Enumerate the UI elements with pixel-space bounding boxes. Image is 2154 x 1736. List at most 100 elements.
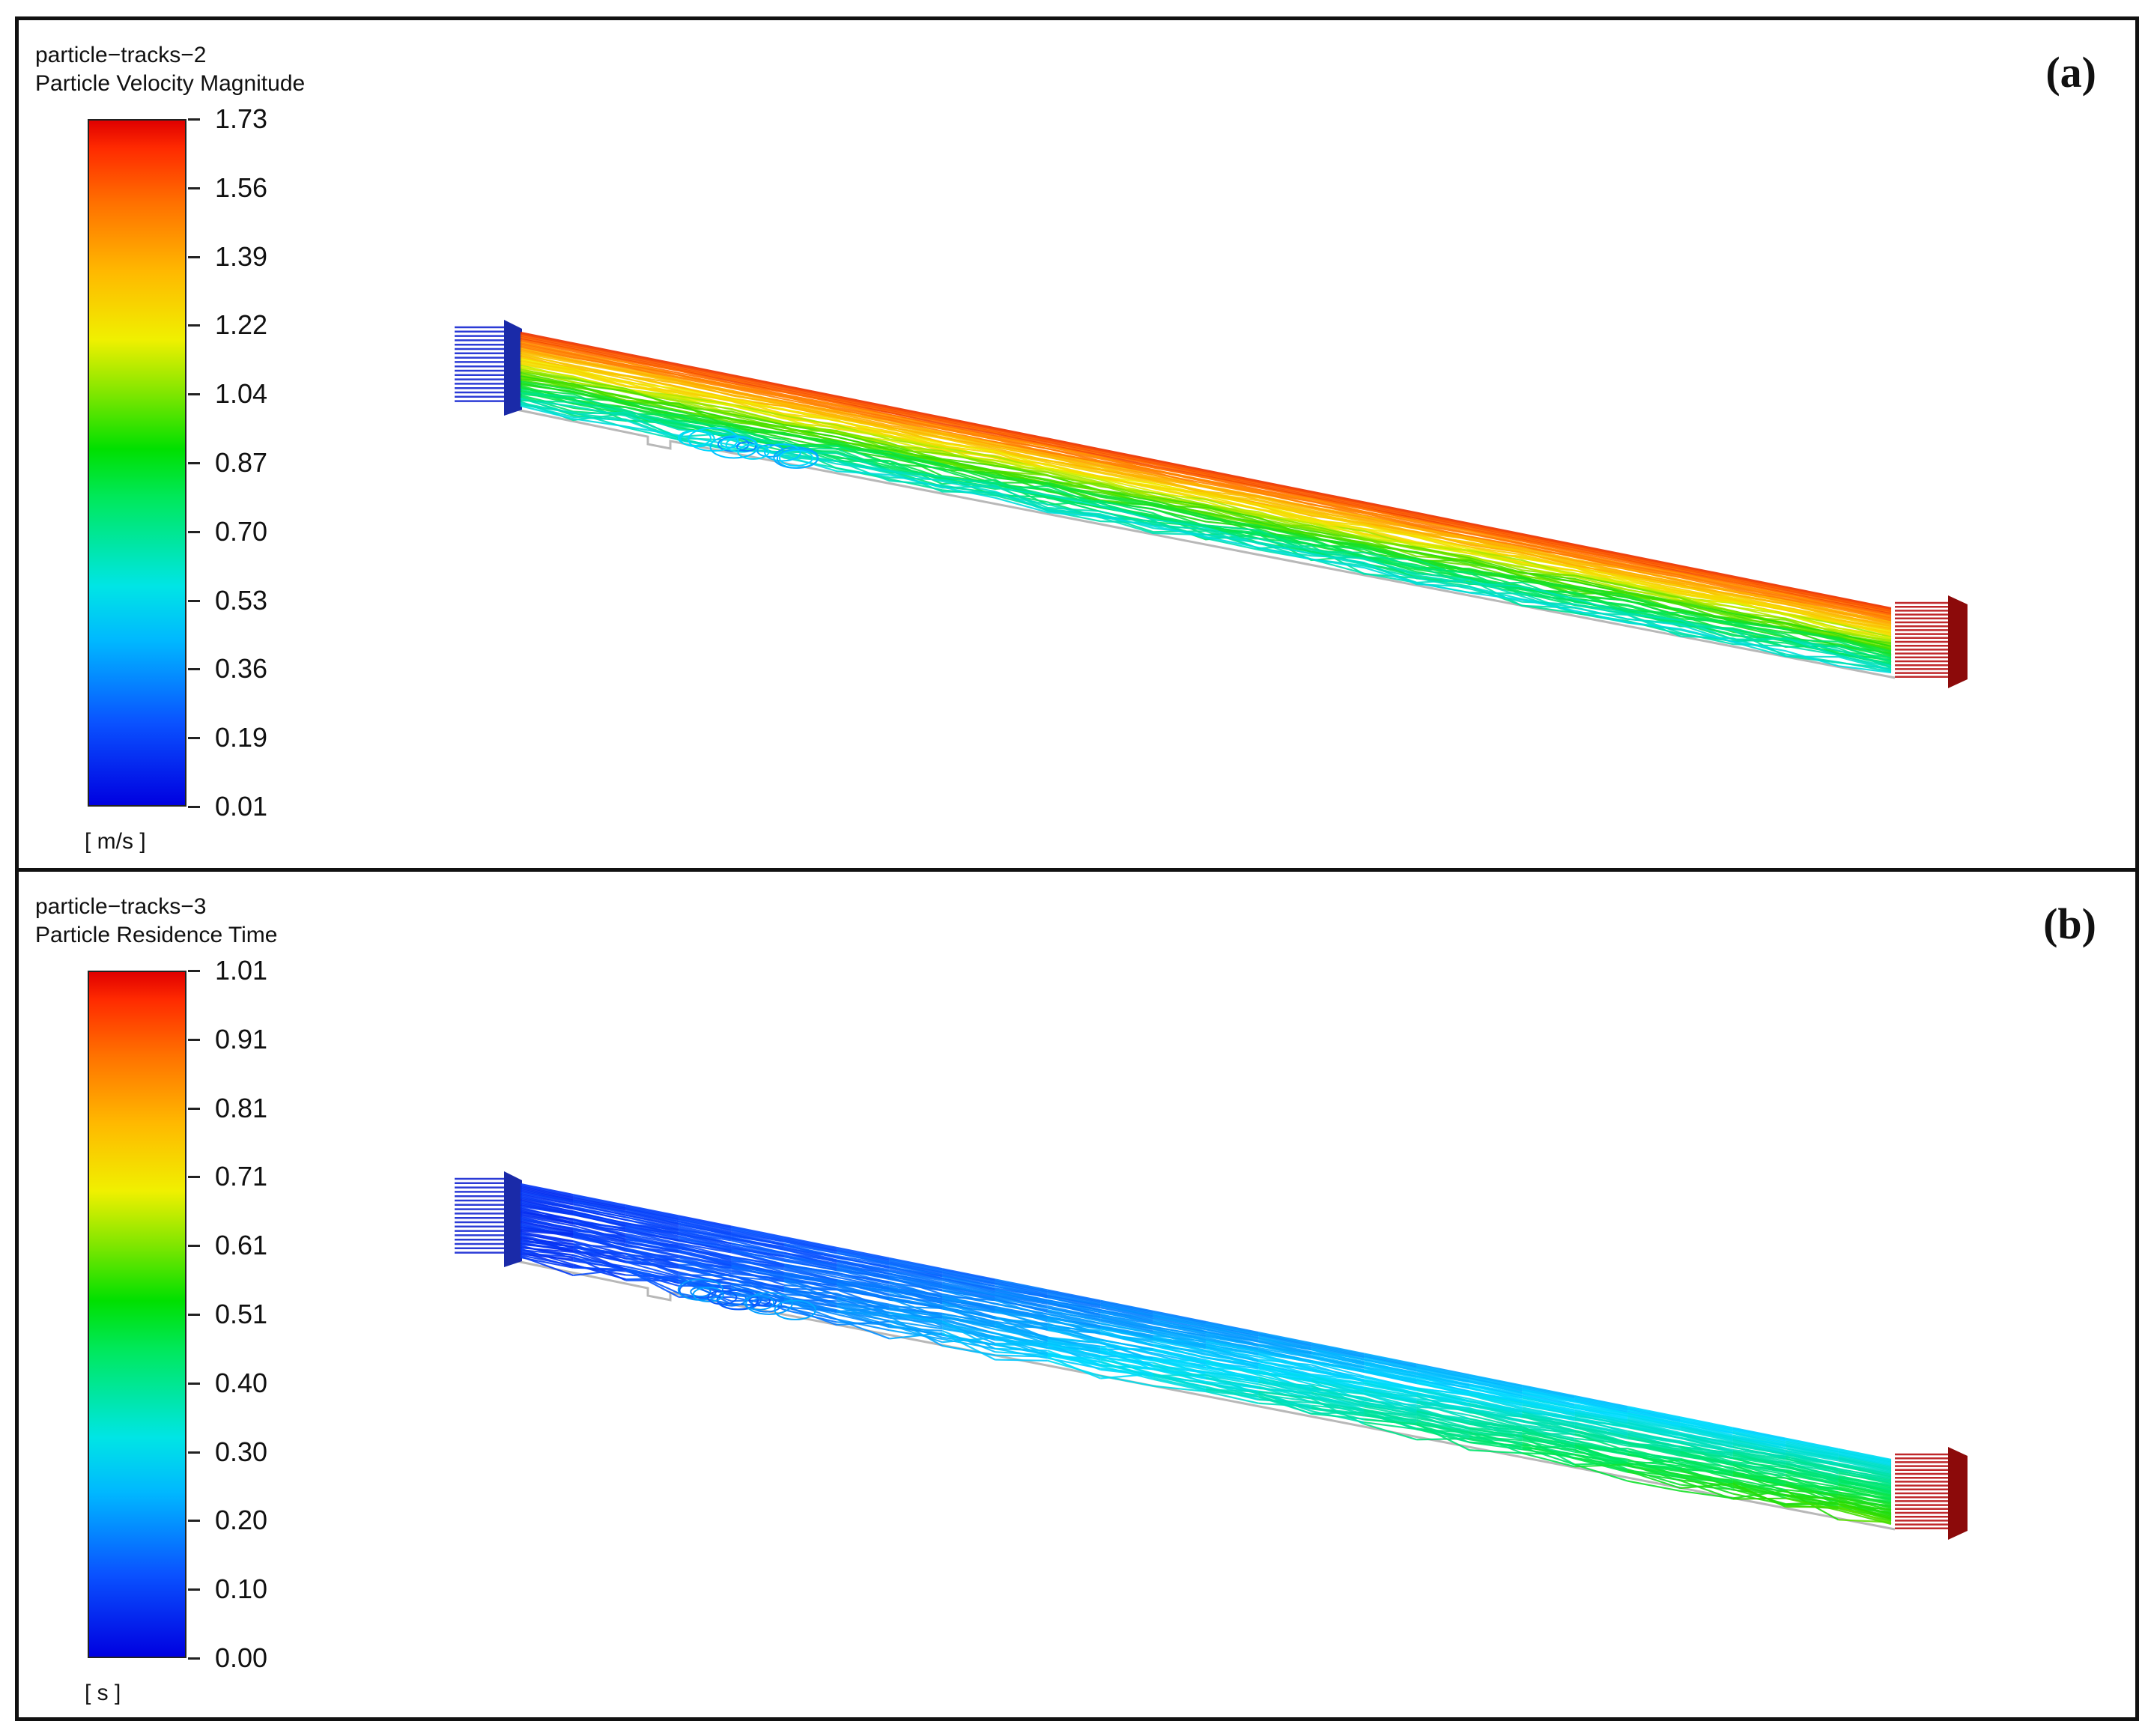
particle-track <box>1258 1345 1311 1358</box>
particle-track <box>678 1250 732 1265</box>
particle-track <box>1785 1471 1839 1484</box>
particle-track <box>1786 1473 1839 1486</box>
particle-track <box>1838 1448 1892 1462</box>
particle-track <box>1574 1457 1628 1472</box>
particle-track <box>1258 1335 1311 1349</box>
particle-track <box>941 1312 995 1325</box>
particle-track <box>625 1227 679 1239</box>
particle-track <box>1574 1403 1628 1415</box>
particle-track <box>1205 1343 1259 1356</box>
particle-track <box>1574 1448 1628 1470</box>
colorbar-tick-mark <box>188 393 200 396</box>
particle-track <box>941 1273 995 1285</box>
particle-track <box>889 1294 943 1304</box>
recirculation-track <box>756 443 784 458</box>
particle-track <box>1574 1444 1628 1454</box>
particle-track <box>889 1314 943 1329</box>
particle-track <box>1416 1394 1470 1406</box>
particle-track <box>1838 1451 1892 1465</box>
particle-track <box>1838 1456 1892 1469</box>
particle-track <box>1838 1460 1892 1473</box>
particle-track <box>678 1236 732 1252</box>
particle-track <box>1047 1305 1101 1319</box>
particle-track <box>1100 1305 1153 1318</box>
particle-track <box>941 1300 995 1318</box>
particle-track <box>678 1215 732 1229</box>
particle-track <box>731 1226 785 1239</box>
particle-track <box>1732 1430 1786 1444</box>
particle-track <box>1838 1476 1892 1489</box>
particle-track <box>1416 1365 1470 1378</box>
particle-track <box>1153 1378 1207 1392</box>
particle-track <box>1363 1423 1417 1441</box>
particle-track <box>1627 1462 1681 1472</box>
colorbar-tick-mark <box>188 1314 200 1316</box>
outlet-arrow-icon <box>1948 595 1968 688</box>
colorbar-tick-label: 1.01 <box>215 955 268 986</box>
particle-track <box>941 1272 995 1284</box>
particle-track <box>1838 1499 1892 1517</box>
colorbar-tick-label: 0.53 <box>215 584 268 616</box>
particle-track <box>1838 1463 1892 1476</box>
particle-track <box>783 1258 837 1269</box>
particle-track <box>573 1222 627 1236</box>
particle-track <box>731 1238 785 1251</box>
particle-track <box>731 1255 785 1267</box>
particle-track <box>520 1187 574 1201</box>
particle-track <box>625 1274 679 1278</box>
particle-track <box>941 1278 995 1293</box>
particle-track <box>520 335 1892 612</box>
particle-track <box>1627 1423 1681 1436</box>
particle-track <box>731 1242 785 1257</box>
domain-outline <box>516 1260 1896 1531</box>
particle-track <box>1838 1491 1892 1505</box>
colorbar-tick-mark <box>188 970 200 972</box>
particle-track <box>1311 1401 1365 1410</box>
particle-track <box>1522 1398 1575 1411</box>
particle-track <box>889 1332 943 1340</box>
particle-track <box>1364 1421 1417 1430</box>
particle-track <box>1574 1422 1628 1436</box>
particle-track <box>731 1249 785 1262</box>
particle-track <box>625 1235 679 1251</box>
particle-track <box>520 345 1892 622</box>
particle-track <box>1311 1383 1365 1395</box>
particle-track <box>1732 1432 1786 1446</box>
particle-track <box>1469 1400 1523 1413</box>
particle-track <box>678 1215 732 1227</box>
particle-track <box>1838 1462 1892 1474</box>
particle-track <box>1627 1416 1681 1429</box>
particle-track <box>1732 1461 1786 1474</box>
particle-track <box>1469 1409 1523 1426</box>
particle-track <box>1627 1442 1681 1456</box>
particle-track <box>1732 1472 1786 1484</box>
particle-track <box>1047 1291 1101 1304</box>
particle-track <box>941 1290 995 1305</box>
particle-track <box>1258 1349 1311 1362</box>
particle-track <box>1363 1411 1417 1430</box>
particle-track <box>1786 1442 1839 1454</box>
particle-track <box>1522 1428 1575 1442</box>
particle-track <box>1100 1326 1153 1338</box>
particle-track <box>941 1277 995 1290</box>
particle-track <box>678 1242 732 1254</box>
particle-track <box>889 1261 943 1274</box>
particle-track <box>1786 1437 1839 1450</box>
colorbar-tick-mark <box>188 530 200 533</box>
particle-track <box>1522 1402 1575 1417</box>
particle-track <box>837 1305 890 1317</box>
particle-track <box>678 1217 732 1230</box>
particle-track <box>1363 1382 1417 1396</box>
particle-track <box>1838 1464 1892 1478</box>
particle-track <box>1469 1428 1523 1437</box>
particle-track <box>731 1266 785 1278</box>
particle-track <box>783 1260 837 1271</box>
particle-track <box>1574 1406 1628 1420</box>
particle-track <box>1311 1397 1365 1425</box>
particle-track <box>1574 1410 1628 1421</box>
recirculation-track <box>709 435 759 459</box>
particle-track <box>520 1205 574 1215</box>
colorbar-tick-mark <box>188 737 200 740</box>
particle-track <box>520 333 1892 611</box>
particle-track <box>1574 1415 1628 1425</box>
